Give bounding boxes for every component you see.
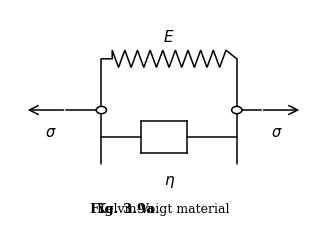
Text: $\sigma$: $\sigma$	[271, 126, 283, 140]
Text: $\eta$: $\eta$	[164, 174, 175, 190]
Circle shape	[232, 106, 242, 114]
Text: Kelvin-Voigt material: Kelvin-Voigt material	[97, 202, 230, 215]
Text: $E$: $E$	[164, 29, 175, 45]
Circle shape	[96, 106, 107, 114]
Text: Fig. 3.9a: Fig. 3.9a	[90, 202, 155, 215]
Text: $\sigma$: $\sigma$	[44, 126, 56, 140]
